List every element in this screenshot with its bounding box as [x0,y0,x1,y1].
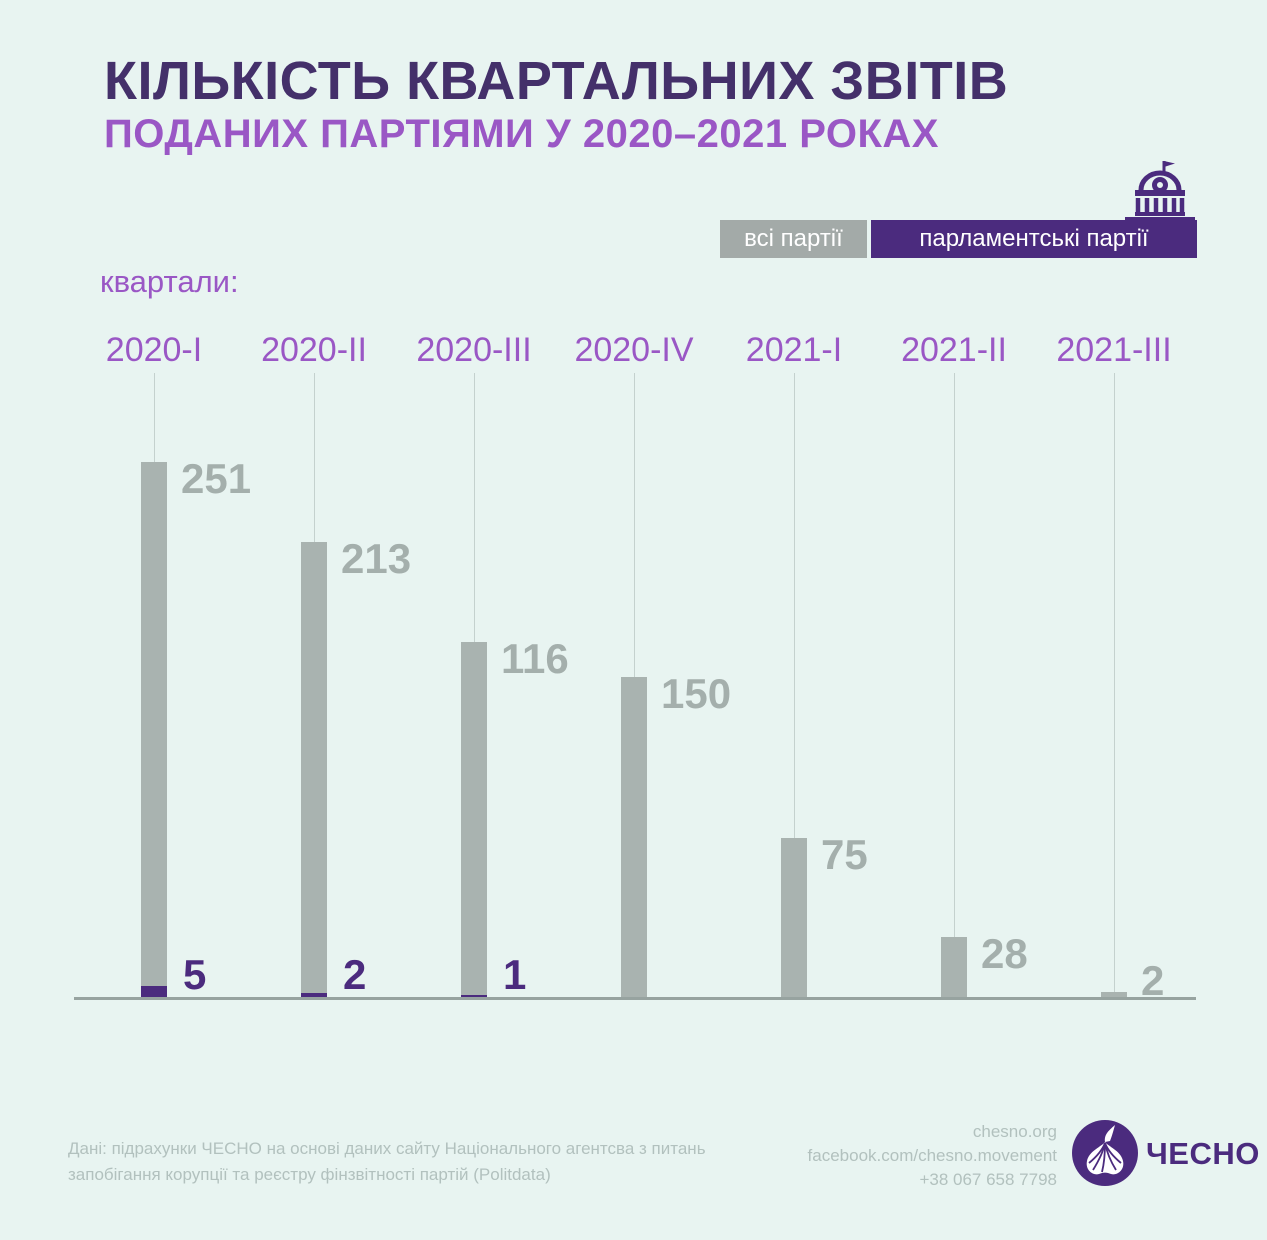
quarter-label: 2021-III [1056,331,1172,369]
footer-contacts: chesno.org facebook.com/chesno.movement … [808,1120,1057,1192]
bar-parliamentary-parties [461,995,487,997]
bar-all-parties [1101,992,1127,997]
guide-line [794,373,795,997]
quarter-label: 2020-II [261,331,367,369]
quarter-label: 2020-IV [574,331,694,369]
footer-source-line2: запобігання корупції та реєстру фінзвітн… [68,1165,551,1184]
x-axis-baseline [74,997,1196,1000]
bar-value-label: 116 [501,635,569,682]
guide-line [1114,373,1115,997]
bar-all-parties [141,462,167,997]
quarters-axis-label: квартали: [100,264,239,299]
bar-value-label: 2 [1141,957,1165,1004]
bar-all-parties [301,542,327,997]
quarter-label: 2021-I [745,331,843,369]
footer-source-note: Дані: підрахунки ЧЕСНО на основі даних с… [68,1136,706,1188]
bar-value-label: 150 [661,670,732,717]
phone-number: +38 067 658 7798 [919,1170,1057,1189]
bar-parliamentary-parties [301,993,327,997]
bar-value-label: 251 [181,455,252,502]
website-link: chesno.org [972,1122,1057,1141]
parliamentary-value-label: 1 [503,951,527,998]
bar-all-parties [621,677,647,997]
quarter-label: 2021-II [901,331,1007,369]
guide-line [954,373,955,997]
quarter-label: 2020-I [105,331,203,369]
garlic-logo-icon [1072,1120,1138,1191]
quarter-label: 2020-III [416,331,532,369]
bar-parliamentary-parties [141,986,167,997]
legend-parliamentary-parties: парламентські партії [871,220,1197,258]
page-subtitle: ПОДАНИХ ПАРТІЯМИ У 2020–2021 РОКАХ [104,112,939,156]
brand-name: ЧЕСНО [1146,1136,1260,1171]
bar-value-label: 75 [821,831,868,878]
parliamentary-value-label: 2 [343,951,367,998]
bar-all-parties [781,838,807,997]
footer-source-line1: Дані: підрахунки ЧЕСНО на основі даних с… [68,1139,706,1158]
page-title: КІЛЬКІСТЬ КВАРТАЛЬНИХ ЗВІТІВ [104,51,1009,111]
bar-value-label: 28 [981,930,1028,977]
facebook-link: facebook.com/chesno.movement [807,1146,1057,1165]
bar-all-parties [941,937,967,997]
legend-all-parties: всі партії [720,220,867,258]
parliamentary-value-label: 5 [183,951,207,998]
bar-all-parties [461,642,487,997]
bar-value-label: 213 [341,535,412,582]
parliament-building-icon [1124,160,1196,231]
